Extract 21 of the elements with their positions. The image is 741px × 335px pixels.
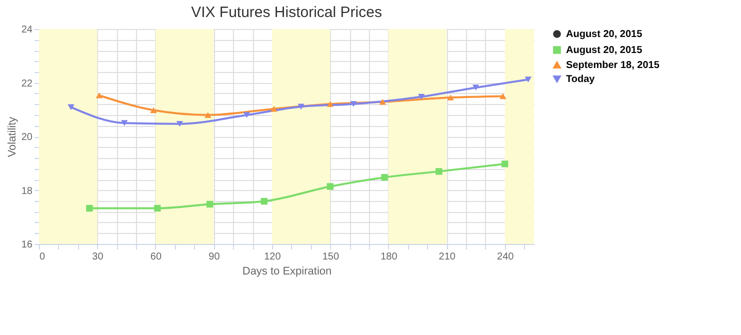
x-tick-label: 30 (92, 252, 104, 262)
y-tick-label: 18 (21, 186, 33, 197)
chart-title: VIX Futures Historical Prices (191, 4, 382, 21)
legend-label: August 20, 2015 (566, 29, 643, 40)
y-tick-label: 24 (21, 24, 33, 36)
legend-label: August 20, 2015 (566, 45, 643, 56)
x-tick-label: 210 (438, 252, 456, 262)
legend-label: Today (566, 74, 596, 85)
y-tick-label: 20 (21, 132, 33, 143)
x-tick-label: 180 (380, 252, 398, 262)
x-tick-label: 0 (40, 252, 46, 262)
x-tick-label: 90 (208, 252, 220, 262)
y-tick-label: 16 (21, 240, 33, 250)
x-axis-title: Days to Expiration (242, 266, 332, 278)
x-tick-label: 120 (264, 252, 282, 262)
legend-label: September 18, 2015 (566, 60, 660, 71)
x-tick-label: 60 (150, 252, 162, 262)
x-tick-label: 240 (497, 252, 514, 262)
y-tick-label: 22 (21, 78, 33, 90)
x-tick-label: 150 (322, 252, 340, 262)
y-axis-title: Volatility (6, 116, 18, 158)
